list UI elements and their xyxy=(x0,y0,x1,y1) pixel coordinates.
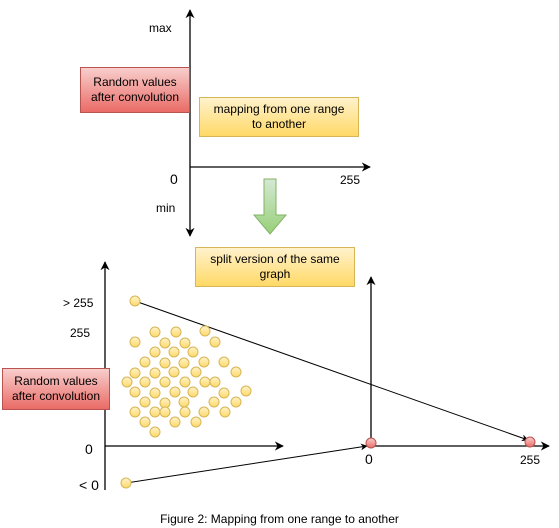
scatter-dot xyxy=(129,367,141,379)
scatter-dot xyxy=(149,346,161,358)
down-arrow xyxy=(252,178,288,235)
scatter-dot xyxy=(178,396,190,408)
bottom-left-origin-label: 0 xyxy=(85,441,93,457)
top-y-min-label: min xyxy=(156,201,176,215)
scatter-dot xyxy=(240,385,252,397)
under-0-label: < 0 xyxy=(79,477,99,493)
scatter-dot xyxy=(168,346,180,358)
top-mapping-note: mapping from one range to another xyxy=(199,97,359,137)
scatter-dot xyxy=(209,376,221,388)
dot-mapped-255 xyxy=(524,436,536,448)
bottom-right-255-label: 255 xyxy=(520,453,541,467)
scatter-dot xyxy=(199,325,211,337)
scatter-dot xyxy=(149,387,161,399)
scatter-dot xyxy=(169,416,181,428)
scatter-dot xyxy=(159,357,171,369)
bottom-right-origin-label: 0 xyxy=(365,451,373,467)
dot-over-255 xyxy=(129,295,141,307)
scatter-dot xyxy=(179,337,191,349)
dot-under-0 xyxy=(120,477,132,489)
scatter-dot xyxy=(159,406,171,418)
scatter-dot xyxy=(168,366,180,378)
scatter-dot xyxy=(121,376,133,388)
scatter-dot xyxy=(159,376,171,388)
scatter-dot xyxy=(139,376,151,388)
scatter-dot xyxy=(149,406,161,418)
top-random-values-box: Random values after convolution xyxy=(80,67,190,113)
top-y-max-label: max xyxy=(149,21,172,35)
scatter-dot xyxy=(139,356,151,368)
scatter-dot xyxy=(218,387,230,399)
scatter-dot xyxy=(190,416,202,428)
scatter-dot xyxy=(159,337,171,349)
map-arrow-over xyxy=(134,300,529,442)
scatter-dot xyxy=(208,396,220,408)
scatter-dot xyxy=(198,406,210,418)
scatter-dot xyxy=(149,367,161,379)
scatter-dot xyxy=(187,386,199,398)
scatter-cluster xyxy=(121,325,252,438)
scatter-dot xyxy=(178,357,190,369)
dot-mapped-0 xyxy=(365,437,377,449)
scatter-dot xyxy=(209,336,221,348)
label-255-left: 255 xyxy=(70,326,91,340)
bottom-random-values-box: Random values after convolution xyxy=(2,368,110,410)
figure-caption: Figure 2: Mapping from one range to anot… xyxy=(160,512,399,526)
top-x-end-label: 255 xyxy=(340,173,361,187)
scatter-dot xyxy=(149,326,161,338)
scatter-dot xyxy=(230,396,242,408)
top-origin-label: 0 xyxy=(170,171,178,187)
scatter-dot xyxy=(169,386,181,398)
scatter-dot xyxy=(139,396,151,408)
scatter-dot xyxy=(219,406,231,418)
map-arrow-under xyxy=(125,443,368,484)
scatter-dot xyxy=(179,406,191,418)
scatter-dot xyxy=(129,336,141,348)
scatter-dot xyxy=(129,386,141,398)
scatter-dot xyxy=(187,346,199,358)
scatter-dot xyxy=(199,376,211,388)
scatter-dot xyxy=(129,406,141,418)
scatter-dot xyxy=(230,366,242,378)
scatter-dot xyxy=(149,426,161,438)
scatter-dot xyxy=(198,356,210,368)
over-255-label: > 255 xyxy=(63,296,94,310)
scatter-dot xyxy=(190,366,202,378)
scatter-dot xyxy=(218,356,230,368)
scatter-dot xyxy=(170,326,182,338)
split-version-note: split version of the same graph xyxy=(195,247,355,287)
scatter-dot xyxy=(179,376,191,388)
scatter-dot xyxy=(139,416,151,428)
